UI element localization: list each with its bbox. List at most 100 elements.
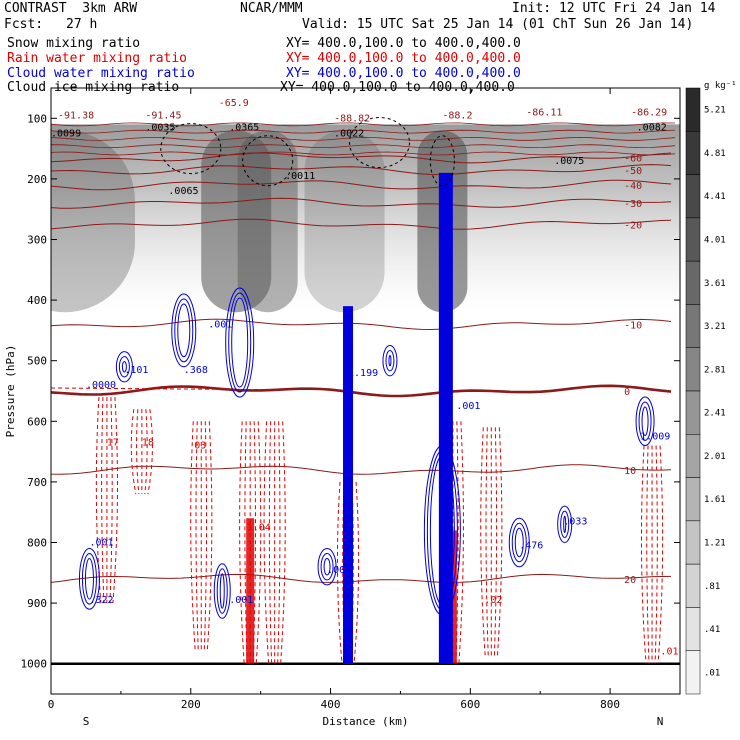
cloud-water-contour [508, 517, 530, 568]
isotherm-line [51, 144, 676, 149]
colorbar-label: 5.21 [704, 106, 726, 116]
colorbar-label: 1.21 [704, 539, 726, 549]
colorbar-swatch [685, 390, 701, 435]
colorbar-label: 4.81 [704, 149, 726, 159]
rain-contour [239, 421, 245, 664]
rain-maximum-label: .02 [484, 595, 502, 606]
rain-contour [496, 427, 503, 658]
cloud-water-contour [514, 527, 524, 558]
rain-contour [206, 421, 213, 652]
cloud-water-maximum-label: .476 [519, 541, 543, 552]
y-tick-label: 900 [27, 597, 47, 610]
y-tick-label: 1000 [21, 658, 48, 671]
rain-contour [485, 427, 489, 658]
y-tick-label: 400 [27, 294, 47, 307]
y-tick-label: 200 [27, 173, 47, 186]
x-end-label-north: N [657, 715, 664, 728]
colorbar-swatch [685, 563, 701, 608]
colorbar-label: 1.61 [704, 495, 726, 505]
rain-core [246, 518, 255, 664]
cloud-ice-contour [242, 135, 294, 187]
temperature-extremum-label: -88.82 [334, 113, 370, 124]
rain-contour [136, 409, 140, 495]
rain-contour [147, 409, 153, 495]
cloud-water-contour [641, 406, 649, 437]
colorbar-swatch [685, 260, 701, 305]
rain-contour [144, 409, 148, 495]
cloud-water-maximum-label: .101 [124, 365, 148, 376]
rain-contour [112, 397, 118, 604]
cloud-water-contour [115, 351, 133, 383]
x-end-label-south: S [83, 715, 90, 728]
rain-maximum-label: 18 [142, 438, 154, 449]
isotherm-line [51, 122, 676, 127]
cloud-water-maximum-label: .001 [89, 538, 113, 549]
rain-contour [353, 481, 360, 664]
temperature-extremum-label: -88.2 [442, 110, 472, 121]
cloud-water-contour [121, 361, 127, 373]
cloud-water-contour [228, 292, 252, 393]
isotherm-label: -60 [624, 154, 642, 165]
temperature-extremum-label: -86.11 [526, 107, 562, 118]
y-tick-label: 300 [27, 234, 47, 247]
cloud-water-contour [385, 350, 395, 372]
cloud-water-contour [429, 455, 455, 606]
cloud-water-contour [216, 568, 228, 614]
rain-contour [101, 397, 105, 604]
snow-column-shading [201, 130, 272, 313]
colorbar-label: .01 [704, 668, 720, 678]
y-tick-label: 100 [27, 112, 47, 125]
isotherm-label: 20 [624, 575, 636, 586]
y-tick-label: 500 [27, 355, 47, 368]
rain-maximum-label: 17 [107, 438, 119, 449]
isotherm-label: 0 [624, 387, 630, 398]
cloud-water-contour [382, 345, 398, 377]
cloud-water-contour [171, 293, 197, 368]
isotherm-line [51, 573, 672, 583]
cloud-water-contour [118, 356, 130, 378]
cloud-water-maximum-label: .001 [456, 401, 480, 412]
colorbar-label: 3.61 [704, 279, 726, 289]
cloud-water-contour [563, 515, 567, 534]
fcst-label: Fcst: [4, 17, 44, 32]
isotherm-line [51, 152, 672, 164]
isotherm-line [51, 179, 672, 191]
rain-contour [657, 445, 664, 664]
cloud-water-maximum-label: .322 [89, 595, 113, 606]
y-tick-label: 600 [27, 415, 47, 428]
cloud-water-contour [388, 355, 392, 367]
rain-contour [654, 445, 658, 664]
rain-contour [458, 421, 464, 664]
x-tick-label: 400 [321, 698, 341, 711]
cloud-water-contour [323, 558, 331, 576]
colorbar-swatch [685, 174, 701, 219]
snow-maximum-label: .0011 [285, 171, 315, 182]
rain-maximum-label: 03 [194, 441, 206, 452]
cloud-water-maximum-label: .0000 [86, 380, 116, 391]
cloud-water-maximum-label: 1.199 [348, 368, 378, 379]
cloud-water-contour [174, 298, 194, 363]
cloud-water-contour [560, 510, 570, 539]
rain-contour [277, 421, 281, 664]
cloud-water-contour [177, 303, 191, 358]
rain-maximum-label: 1.04 [247, 522, 271, 533]
temperature-extremum-label: -91.45 [145, 110, 181, 121]
legend-rain-xy: XY= 400.0,100.0 to 400.0,400.0 [286, 51, 521, 66]
snow-maximum-label: .0065 [168, 186, 198, 197]
rain-contour [268, 421, 273, 664]
snow-maximum-label: .0365 [229, 122, 259, 133]
rain-contour [493, 427, 498, 658]
legend-rain: Rain water mixing ratio [7, 51, 188, 66]
isotherm-label: -50 [624, 166, 642, 177]
model-title: CONTRAST 3km ARW [4, 1, 138, 16]
cloud-water-maximum-label: .001 [229, 595, 253, 606]
snow-column-shading [304, 130, 385, 313]
snow-maximum-label: .0082 [637, 122, 667, 133]
valid-time: Valid: 15 UTC Sat 25 Jan 14 (01 ChT Sun … [302, 17, 694, 32]
y-tick-label: 800 [27, 537, 47, 550]
cloud-water-contour [635, 396, 655, 447]
snow-column-shading [51, 130, 135, 313]
cloud-water-contour [317, 548, 337, 586]
cloud-water-maximum-label: .001 [208, 319, 232, 330]
